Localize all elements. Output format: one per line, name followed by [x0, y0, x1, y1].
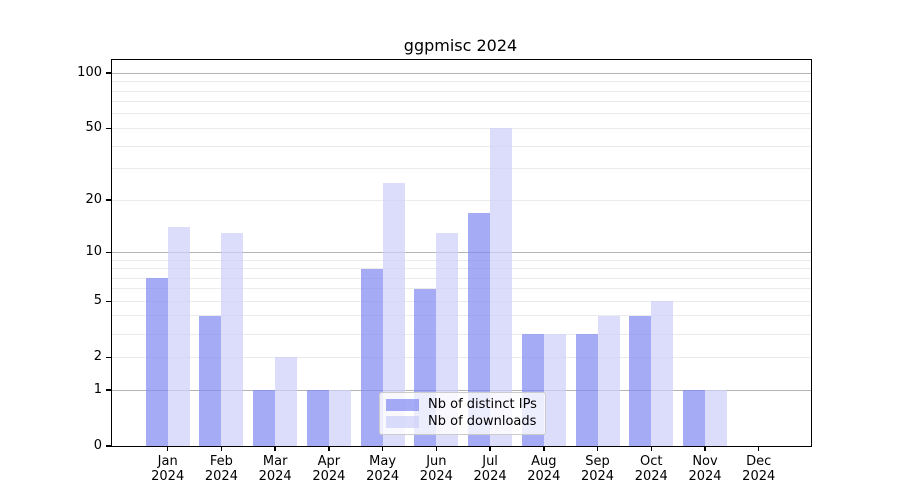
y-tick-label: 2: [93, 349, 102, 365]
y-tick-mark: [105, 72, 111, 74]
x-tick-mark: [166, 446, 169, 451]
bar-downloads-aug: [543, 334, 566, 446]
x-tick-label: Nov 2024: [688, 454, 722, 484]
bar-downloads-sep: [597, 316, 620, 446]
y-tick-mark: [105, 199, 111, 201]
gridline-major: [112, 72, 811, 74]
y-tick-mark: [105, 445, 111, 447]
gridline-minor: [112, 113, 811, 115]
x-tick-label: Apr 2024: [312, 454, 346, 484]
x-tick-mark: [650, 446, 653, 451]
x-tick-mark: [220, 446, 223, 451]
x-tick-mark: [328, 446, 330, 451]
y-tick-label: 20: [85, 192, 102, 208]
bar-ips-may: [360, 268, 383, 446]
x-tick-mark: [489, 446, 491, 451]
bar-ips-apr: [306, 390, 329, 446]
chart-title: ggpmisc 2024: [403, 36, 518, 55]
x-tick-label: Jul 2024: [473, 454, 507, 484]
x-tick-label: Dec 2024: [742, 454, 776, 484]
bar-downloads-mar: [275, 357, 298, 446]
legend-row-downloads: Nb of downloads: [386, 414, 539, 430]
legend-label-ips: Nb of distinct IPs: [428, 397, 537, 412]
bar-downloads-oct: [651, 301, 674, 446]
bar-downloads-apr: [328, 390, 351, 446]
x-tick-mark: [274, 446, 276, 451]
bar-ips-feb: [199, 316, 222, 446]
y-tick-label: 5: [93, 293, 102, 309]
bar-ips-sep: [575, 334, 598, 446]
x-tick-label: May 2024: [366, 454, 400, 484]
gridline-minor: [112, 268, 811, 269]
y-tick-mark: [105, 300, 111, 302]
x-tick-label: Jun 2024: [419, 454, 453, 484]
x-tick-mark: [596, 446, 599, 451]
y-tick-label: 10: [85, 244, 102, 260]
x-tick-mark: [435, 446, 438, 451]
x-tick-label: Feb 2024: [204, 454, 238, 484]
gridline-minor: [112, 168, 811, 170]
y-tick-label: 1: [93, 382, 102, 397]
gridline-minor: [112, 145, 811, 147]
x-tick-label: Sep 2024: [580, 454, 615, 484]
bar-downloads-jan: [167, 227, 190, 446]
y-tick-mark: [105, 127, 111, 130]
gridline-minor: [112, 277, 811, 279]
bar-downloads-feb: [221, 232, 244, 446]
legend-swatch-downloads: [386, 416, 419, 428]
y-tick-mark: [105, 389, 111, 391]
gridline-minor: [112, 90, 811, 92]
y-tick-label: 0: [93, 438, 102, 453]
x-tick-mark: [757, 446, 760, 451]
gridline-major: [112, 389, 811, 391]
x-tick-mark: [543, 446, 545, 451]
bar-downloads-nov: [705, 390, 727, 446]
y-tick-mark: [105, 356, 111, 358]
x-tick-label: Oct 2024: [634, 454, 668, 484]
gridline-minor: [112, 81, 811, 83]
gridline-minor: [112, 333, 811, 335]
legend-label-downloads: Nb of downloads: [428, 414, 537, 429]
y-tick-label: 100: [77, 65, 102, 81]
bar-ips-nov: [683, 390, 705, 446]
gridline-minor: [112, 315, 811, 317]
bar-downloads-may: [382, 182, 405, 446]
gridline-major: [112, 251, 811, 253]
bar-ips-mar: [253, 390, 276, 446]
bar-ips-oct: [629, 316, 652, 446]
x-tick-label: Jan 2024: [151, 454, 185, 484]
x-tick-mark: [381, 446, 384, 451]
legend: Nb of distinct IPs Nb of downloads: [379, 392, 546, 435]
legend-swatch-ips: [386, 399, 419, 411]
plot-area: 0 1 2 5 10 20 50 100 Jan 2024 Feb 2024 Mar 2024 Ap…: [77, 59, 812, 484]
bar-ips-jul: [468, 212, 491, 446]
gridline-minor: [112, 101, 811, 103]
gridline-minor: [112, 356, 811, 358]
x-tick-label: Aug 2024: [527, 454, 561, 484]
x-tick-label: Mar 2024: [258, 454, 292, 484]
y-tick-label: 50: [85, 120, 102, 136]
legend-row-ips: Nb of distinct IPs: [386, 397, 539, 413]
gridline-minor: [112, 259, 811, 261]
bar-downloads-jul: [490, 128, 513, 446]
bar-ips-jan: [145, 278, 168, 446]
y-tick-mark: [105, 251, 111, 254]
x-tick-mark: [704, 446, 706, 451]
gridline-minor: [112, 288, 811, 290]
gridline-minor: [112, 199, 811, 201]
gridline-minor: [112, 300, 811, 302]
gridline-minor: [112, 127, 811, 129]
